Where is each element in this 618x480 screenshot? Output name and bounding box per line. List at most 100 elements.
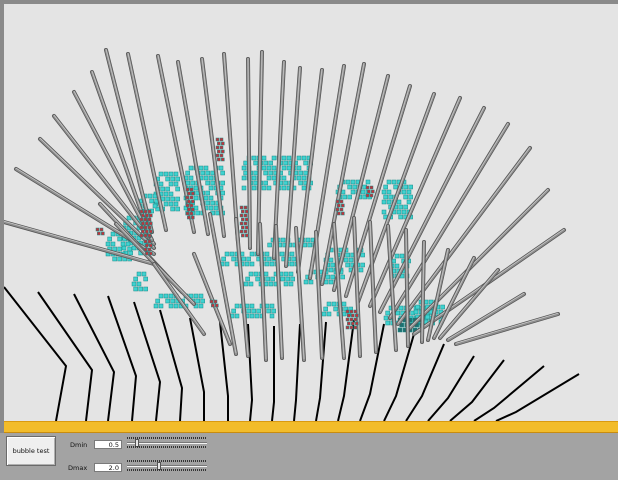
cyan-voxel <box>251 308 256 314</box>
cyan-voxel <box>120 241 126 247</box>
cyan-voxel <box>160 186 165 192</box>
red-voxel <box>241 217 245 222</box>
cyan-voxel <box>185 170 190 176</box>
red-voxel <box>147 247 152 252</box>
dmin-field[interactable] <box>94 440 122 449</box>
rod-base <box>359 323 385 421</box>
red-voxel <box>239 229 244 234</box>
cyan-voxel <box>149 198 154 204</box>
cyan-voxel <box>168 293 174 299</box>
red-voxel <box>149 229 153 234</box>
cyan-voxel <box>198 303 204 309</box>
red-voxel <box>141 213 145 218</box>
red-voxel <box>369 185 374 190</box>
cyan-voxel <box>394 263 400 269</box>
cyan-voxel <box>266 308 271 314</box>
rod <box>247 58 251 248</box>
red-voxel <box>243 221 248 226</box>
red-voxel <box>139 225 144 230</box>
red-voxel <box>243 229 248 234</box>
dmin-label: Dmin <box>70 441 88 449</box>
red-voxel <box>353 317 358 322</box>
bubble-test-button[interactable]: bubble test <box>6 436 56 466</box>
cyan-voxel <box>158 181 164 187</box>
rod <box>397 146 531 324</box>
cyan-voxel <box>281 155 287 161</box>
rod <box>275 225 283 358</box>
red-voxel <box>211 303 215 308</box>
red-voxel <box>219 137 224 142</box>
cyan-voxel <box>270 276 275 282</box>
cyan-voxel <box>266 256 271 262</box>
scene-canvas[interactable] <box>4 4 618 421</box>
cyan-voxel <box>105 241 111 247</box>
cyan-voxel <box>261 185 267 191</box>
cyan-voxel <box>348 257 354 263</box>
rod <box>127 53 167 230</box>
rod <box>223 53 239 242</box>
cyan-voxel <box>360 262 365 268</box>
cyan-voxel <box>205 190 210 196</box>
cyan-voxel <box>395 310 400 316</box>
red-voxel <box>143 233 148 238</box>
cyan-voxel <box>280 237 286 243</box>
rod-base <box>73 293 116 421</box>
cyan-voxel <box>168 191 174 197</box>
cyan-voxel <box>193 195 199 201</box>
cyan-voxel <box>326 311 332 317</box>
red-voxel <box>369 193 374 198</box>
rod <box>53 114 155 244</box>
rod <box>52 114 156 246</box>
cyan-voxel <box>131 245 137 251</box>
red-voxel <box>355 313 359 318</box>
cyan-voxel <box>198 165 204 171</box>
cyan-voxel <box>267 242 272 248</box>
red-voxel <box>187 191 191 196</box>
cyan-voxel <box>188 293 194 299</box>
cyan-voxel <box>266 185 272 191</box>
cyan-voxel <box>394 253 400 259</box>
red-voxel <box>241 233 245 238</box>
red-voxel <box>191 199 195 204</box>
cyan-voxel <box>328 267 334 273</box>
red-voxel <box>371 189 375 194</box>
cyan-voxel <box>381 189 387 195</box>
red-voxel <box>349 317 354 322</box>
cyan-voxel <box>261 155 267 161</box>
red-voxel <box>239 213 244 218</box>
red-voxel <box>143 209 148 214</box>
cyan-voxel <box>110 241 116 247</box>
rod-base <box>189 317 205 421</box>
cyan-voxel <box>163 293 169 299</box>
red-voxel <box>349 309 354 314</box>
cyan-voxel <box>190 180 195 186</box>
cyan-voxel <box>246 308 251 314</box>
red-voxel <box>335 207 340 212</box>
dmax-field[interactable] <box>94 463 122 472</box>
cyan-voxel <box>365 179 371 185</box>
red-voxel <box>351 321 355 326</box>
cyan-voxel <box>253 170 258 176</box>
cyan-voxel <box>330 274 335 280</box>
cyan-voxel <box>271 155 277 161</box>
red-voxel <box>347 313 351 318</box>
red-voxel <box>191 207 195 212</box>
cyan-voxel <box>168 303 174 309</box>
red-voxel <box>337 211 341 216</box>
cyan-voxel <box>126 215 132 221</box>
cyan-voxel <box>163 201 169 207</box>
cyan-voxel <box>244 261 250 267</box>
3d-viewport[interactable] <box>4 4 618 421</box>
cyan-voxel <box>229 251 235 257</box>
cyan-voxel <box>254 313 260 319</box>
cyan-voxel <box>328 279 334 285</box>
dark-voxel <box>397 327 403 333</box>
dmax-slider[interactable] <box>127 460 207 471</box>
red-voxel <box>147 239 152 244</box>
cyan-voxel <box>269 261 275 267</box>
red-voxel <box>149 251 153 256</box>
cyan-voxel <box>173 181 179 187</box>
cyan-voxel <box>200 170 205 176</box>
cyan-voxel <box>234 313 240 319</box>
dmin-slider[interactable] <box>127 437 207 448</box>
